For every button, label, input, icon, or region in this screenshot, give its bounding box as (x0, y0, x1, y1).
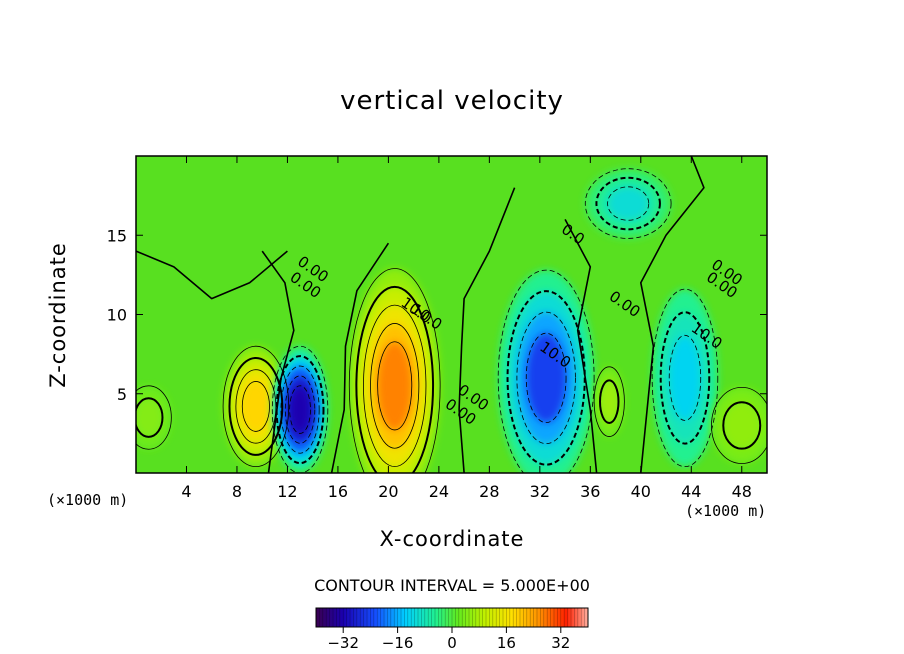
contour-line (284, 375, 316, 444)
x-tick-label: 32 (530, 482, 550, 501)
contour-line (348, 268, 441, 473)
x-unit-label-right: (×1000 m) (685, 502, 767, 520)
x-tick-label: 40 (631, 482, 651, 501)
colorbar: −32 −16 0 16 32 (315, 607, 589, 652)
contour-line (516, 311, 576, 445)
field-extremum (377, 341, 412, 430)
zero-contour-line (136, 250, 288, 300)
contour-line (595, 176, 661, 231)
contour-line (370, 323, 420, 449)
zero-contour-line (330, 242, 390, 473)
x-tick-label: 44 (681, 482, 701, 501)
contour-line (377, 341, 413, 431)
contour-line (593, 366, 625, 437)
contour-line (136, 397, 164, 438)
contour-line (289, 385, 311, 434)
field-extremum (607, 186, 649, 221)
x-tick-label: 24 (429, 482, 449, 501)
contour-line (711, 387, 767, 464)
contour-line (355, 285, 435, 473)
contour-line (584, 168, 672, 239)
x-tick-label: 8 (232, 482, 242, 501)
x-tick-label: 48 (732, 482, 752, 501)
contour-line (363, 304, 427, 467)
field-extremum (289, 385, 311, 434)
contour-line (599, 379, 620, 424)
x-tick-label: 28 (479, 482, 499, 501)
field-extremum (526, 333, 567, 423)
x-axis-label: X-coordinate (379, 527, 525, 551)
x-unit-label-left: (×1000 m) (47, 491, 129, 509)
zero-contour-line (564, 219, 598, 473)
contour-line (228, 356, 284, 456)
colorbar-tick-label: 32 (551, 634, 570, 652)
x-tick-label: 4 (181, 482, 191, 501)
zero-contour-line (458, 187, 516, 473)
field-extremum (242, 381, 270, 432)
y-axis-label: Z-coordinate (46, 242, 70, 388)
contour-interval-text: CONTOUR INTERVAL = 5.000E+00 (314, 576, 590, 595)
x-tick-label: 16 (328, 482, 348, 501)
field-extremum (669, 335, 701, 421)
x-tick-label: 12 (277, 482, 297, 501)
contour-line (525, 332, 567, 424)
y-tick-label: 10 (107, 306, 127, 325)
contour-line (668, 334, 702, 421)
chart-title: vertical velocity (340, 86, 564, 116)
contour-line (275, 355, 325, 465)
zero-contour-line (640, 156, 705, 473)
x-tick-label: 36 (580, 482, 600, 501)
zero-contour-line (261, 250, 295, 473)
y-tick-label: 5 (117, 385, 127, 404)
contour-line (271, 345, 329, 473)
contour-line (607, 186, 650, 221)
field-extremum (136, 398, 163, 437)
contour-line (651, 288, 719, 468)
colorbar-tick-label: 0 (447, 634, 457, 652)
colorbar-tick-label: −16 (382, 634, 414, 652)
colorbar-tick-label: 16 (497, 634, 516, 652)
contour-line (280, 365, 320, 454)
contour-line (659, 311, 711, 445)
contour-line (241, 381, 270, 432)
x-tick-label: 20 (378, 482, 398, 501)
contour-line (497, 269, 595, 473)
contour-line (136, 385, 172, 450)
colorbar-tick-label: −32 (327, 634, 359, 652)
field-extremum (600, 380, 619, 423)
contour-line (222, 345, 290, 468)
y-tick-label: 15 (107, 226, 127, 245)
contour-line (722, 401, 762, 450)
field-extremum (723, 402, 761, 449)
